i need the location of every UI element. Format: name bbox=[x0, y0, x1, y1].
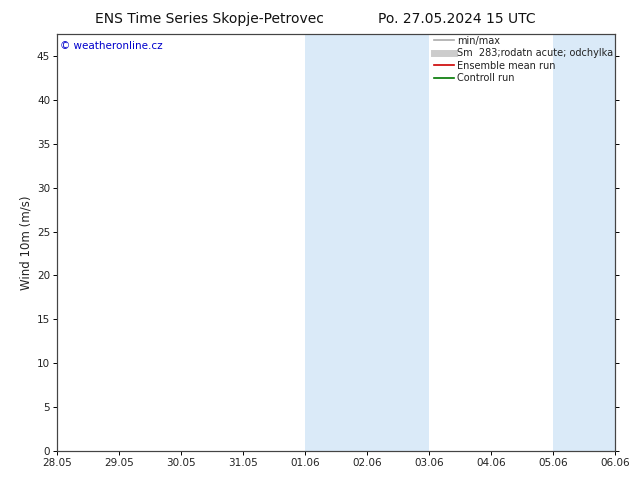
Legend: min/max, Sm  283;rodatn acute; odchylka, Ensemble mean run, Controll run: min/max, Sm 283;rodatn acute; odchylka, … bbox=[434, 36, 614, 83]
Text: © weatheronline.cz: © weatheronline.cz bbox=[60, 41, 162, 50]
Text: Po. 27.05.2024 15 UTC: Po. 27.05.2024 15 UTC bbox=[378, 12, 535, 26]
Bar bbox=[553, 34, 615, 451]
Bar bbox=[305, 34, 429, 451]
Y-axis label: Wind 10m (m/s): Wind 10m (m/s) bbox=[20, 196, 33, 290]
Text: ENS Time Series Skopje-Petrovec: ENS Time Series Skopje-Petrovec bbox=[94, 12, 324, 26]
